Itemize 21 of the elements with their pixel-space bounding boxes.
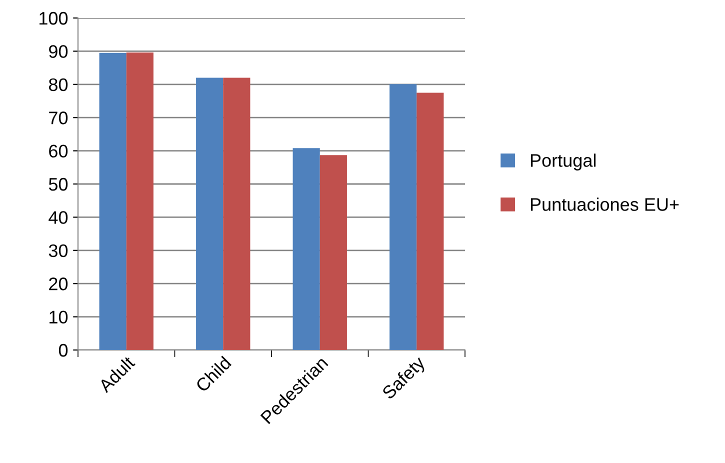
bar bbox=[223, 78, 250, 350]
y-tick-label: 0 bbox=[58, 344, 68, 357]
y-tick-label: 60 bbox=[49, 144, 68, 158]
legend-label: Portugal bbox=[530, 154, 596, 170]
bar bbox=[126, 52, 154, 350]
y-tick-label: 20 bbox=[49, 278, 68, 290]
y-tick-label: 30 bbox=[48, 244, 68, 258]
y-tick-label: 90 bbox=[49, 45, 68, 58]
legend-label: Puntuaciones EU+ bbox=[530, 198, 679, 211]
y-tick-label: 100 bbox=[40, 12, 68, 25]
bar bbox=[416, 92, 444, 350]
y-tick-label: 50 bbox=[48, 178, 68, 191]
bar bbox=[320, 155, 347, 350]
y-tick-label: 80 bbox=[48, 78, 68, 92]
y-tick-label: 40 bbox=[48, 211, 68, 224]
bar bbox=[292, 148, 320, 350]
bar bbox=[390, 84, 417, 350]
y-tick-label: 70 bbox=[49, 112, 68, 124]
bar bbox=[196, 78, 224, 350]
y-tick-label: 10 bbox=[50, 310, 68, 324]
bar bbox=[99, 52, 126, 350]
